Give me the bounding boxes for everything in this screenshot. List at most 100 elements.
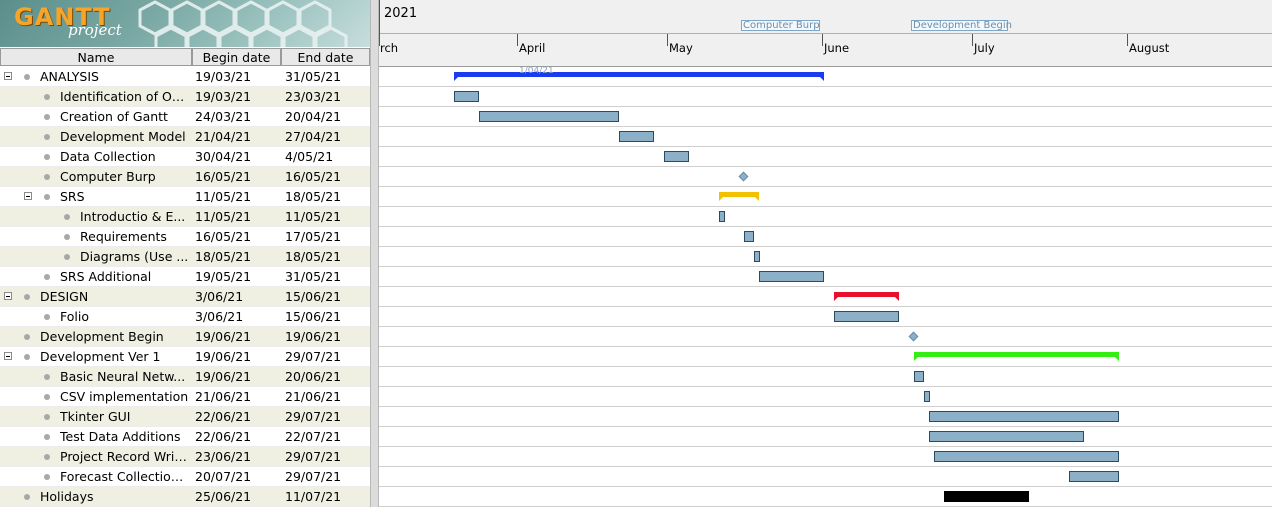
- table-row[interactable]: SRS Additional 19/05/21 31/05/21: [0, 267, 370, 287]
- task-bar[interactable]: [924, 391, 930, 402]
- milestone-tag-computer-burp[interactable]: Computer Burp: [741, 20, 820, 31]
- table-row[interactable]: Creation of Gantt 24/03/21 20/04/21: [0, 107, 370, 127]
- task-name[interactable]: Diagrams (Use ...: [80, 249, 189, 264]
- task-begin-date[interactable]: 3/06/21: [195, 309, 244, 324]
- task-end-date[interactable]: 18/05/21: [285, 249, 342, 264]
- table-row[interactable]: Identification of Op... 19/03/21 23/03/21: [0, 87, 370, 107]
- task-begin-date[interactable]: 16/05/21: [195, 229, 252, 244]
- task-begin-date[interactable]: 19/03/21: [195, 69, 252, 84]
- collapse-toggle-icon[interactable]: [4, 352, 12, 360]
- task-end-date[interactable]: 22/07/21: [285, 429, 342, 444]
- task-bar[interactable]: [719, 211, 725, 222]
- task-name[interactable]: Development Ver 1: [40, 349, 161, 364]
- table-row[interactable]: Diagrams (Use ... 18/05/21 18/05/21: [0, 247, 370, 267]
- task-bar[interactable]: [929, 411, 1119, 422]
- task-begin-date[interactable]: 3/06/21: [195, 289, 244, 304]
- table-row[interactable]: ANALYSIS 19/03/21 31/05/21: [0, 67, 370, 87]
- task-begin-date[interactable]: 19/03/21: [195, 89, 252, 104]
- task-bar[interactable]: [834, 311, 899, 322]
- table-row[interactable]: Tkinter GUI 22/06/21 29/07/21: [0, 407, 370, 427]
- task-bar[interactable]: [929, 431, 1084, 442]
- column-header-begin-date[interactable]: Begin date: [192, 48, 281, 66]
- task-name[interactable]: CSV implementation: [60, 389, 189, 404]
- summary-task-bar[interactable]: [454, 72, 824, 81]
- task-bar[interactable]: [754, 251, 760, 262]
- collapse-toggle-icon[interactable]: [24, 192, 32, 200]
- task-begin-date[interactable]: 19/06/21: [195, 329, 252, 344]
- task-name[interactable]: Forecast Collection...: [60, 469, 190, 484]
- table-row[interactable]: Development Ver 1 19/06/21 29/07/21: [0, 347, 370, 367]
- task-name[interactable]: SRS Additional: [60, 269, 152, 284]
- task-end-date[interactable]: 29/07/21: [285, 449, 342, 464]
- task-bar[interactable]: [759, 271, 824, 282]
- column-header-name[interactable]: Name: [0, 48, 192, 66]
- collapse-toggle-icon[interactable]: [4, 72, 12, 80]
- task-end-date[interactable]: 23/03/21: [285, 89, 342, 104]
- task-name[interactable]: Computer Burp: [60, 169, 156, 184]
- task-name[interactable]: Folio: [60, 309, 89, 324]
- task-end-date[interactable]: 19/06/21: [285, 329, 342, 344]
- table-row[interactable]: Development Begin 19/06/21 19/06/21: [0, 327, 370, 347]
- task-end-date[interactable]: 15/06/21: [285, 309, 342, 324]
- table-row[interactable]: Test Data Additions 22/06/21 22/07/21: [0, 427, 370, 447]
- table-row[interactable]: DESIGN 3/06/21 15/06/21: [0, 287, 370, 307]
- task-bar[interactable]: [619, 131, 654, 142]
- task-name[interactable]: Creation of Gantt: [60, 109, 168, 124]
- task-end-date[interactable]: 29/07/21: [285, 409, 342, 424]
- collapse-toggle-icon[interactable]: [4, 292, 12, 300]
- task-name[interactable]: Identification of Op...: [60, 89, 190, 104]
- table-row[interactable]: Development Model 21/04/21 27/04/21: [0, 127, 370, 147]
- table-row[interactable]: Introductio & E... 11/05/21 11/05/21: [0, 207, 370, 227]
- table-row[interactable]: Project Record Writ... 23/06/21 29/07/21: [0, 447, 370, 467]
- milestone-tag-development-begin[interactable]: Development Begin: [911, 20, 1012, 31]
- task-name[interactable]: ANALYSIS: [40, 69, 99, 84]
- task-begin-date[interactable]: 21/06/21: [195, 389, 252, 404]
- table-row[interactable]: Data Collection 30/04/21 4/05/21: [0, 147, 370, 167]
- table-row[interactable]: Basic Neural Netw... 19/06/21 20/06/21: [0, 367, 370, 387]
- milestone-diamond[interactable]: [738, 171, 749, 182]
- column-header-end-date[interactable]: End date: [281, 48, 370, 66]
- task-bar[interactable]: [1069, 471, 1119, 482]
- table-row[interactable]: Requirements 16/05/21 17/05/21: [0, 227, 370, 247]
- task-end-date[interactable]: 4/05/21: [285, 149, 334, 164]
- task-begin-date[interactable]: 18/05/21: [195, 249, 252, 264]
- task-bar[interactable]: [664, 151, 689, 162]
- task-name[interactable]: Project Record Writ...: [60, 449, 190, 464]
- task-begin-date[interactable]: 19/05/21: [195, 269, 252, 284]
- task-end-date[interactable]: 20/06/21: [285, 369, 342, 384]
- task-name[interactable]: DESIGN: [40, 289, 89, 304]
- summary-task-bar[interactable]: [914, 352, 1119, 361]
- task-begin-date[interactable]: 25/06/21: [195, 489, 252, 504]
- task-end-date[interactable]: 18/05/21: [285, 189, 342, 204]
- task-end-date[interactable]: 11/07/21: [285, 489, 342, 504]
- holiday-bar[interactable]: [944, 491, 1029, 502]
- task-end-date[interactable]: 15/06/21: [285, 289, 342, 304]
- task-begin-date[interactable]: 23/06/21: [195, 449, 252, 464]
- task-name[interactable]: Introductio & E...: [80, 209, 186, 224]
- task-end-date[interactable]: 31/05/21: [285, 69, 342, 84]
- summary-task-bar[interactable]: [834, 292, 899, 301]
- table-row[interactable]: Computer Burp 16/05/21 16/05/21: [0, 167, 370, 187]
- task-end-date[interactable]: 21/06/21: [285, 389, 342, 404]
- task-name[interactable]: Data Collection: [60, 149, 156, 164]
- task-name[interactable]: Development Begin: [40, 329, 164, 344]
- table-row[interactable]: CSV implementation 21/06/21 21/06/21: [0, 387, 370, 407]
- task-end-date[interactable]: 11/05/21: [285, 209, 342, 224]
- table-row[interactable]: Forecast Collection... 20/07/21 29/07/21: [0, 467, 370, 487]
- task-end-date[interactable]: 20/04/21: [285, 109, 342, 124]
- task-name[interactable]: Requirements: [80, 229, 167, 244]
- task-begin-date[interactable]: 22/06/21: [195, 429, 252, 444]
- task-end-date[interactable]: 27/04/21: [285, 129, 342, 144]
- task-begin-date[interactable]: 11/05/21: [195, 209, 252, 224]
- task-end-date[interactable]: 31/05/21: [285, 269, 342, 284]
- pane-splitter[interactable]: [370, 0, 379, 507]
- milestone-diamond[interactable]: [908, 331, 919, 342]
- task-end-date[interactable]: 17/05/21: [285, 229, 342, 244]
- task-bar[interactable]: [744, 231, 754, 242]
- summary-task-bar[interactable]: [719, 192, 759, 201]
- task-begin-date[interactable]: 30/04/21: [195, 149, 252, 164]
- task-begin-date[interactable]: 21/04/21: [195, 129, 252, 144]
- table-row[interactable]: Holidays 25/06/21 11/07/21: [0, 487, 370, 507]
- table-row[interactable]: SRS 11/05/21 18/05/21: [0, 187, 370, 207]
- task-name[interactable]: Development Model: [60, 129, 186, 144]
